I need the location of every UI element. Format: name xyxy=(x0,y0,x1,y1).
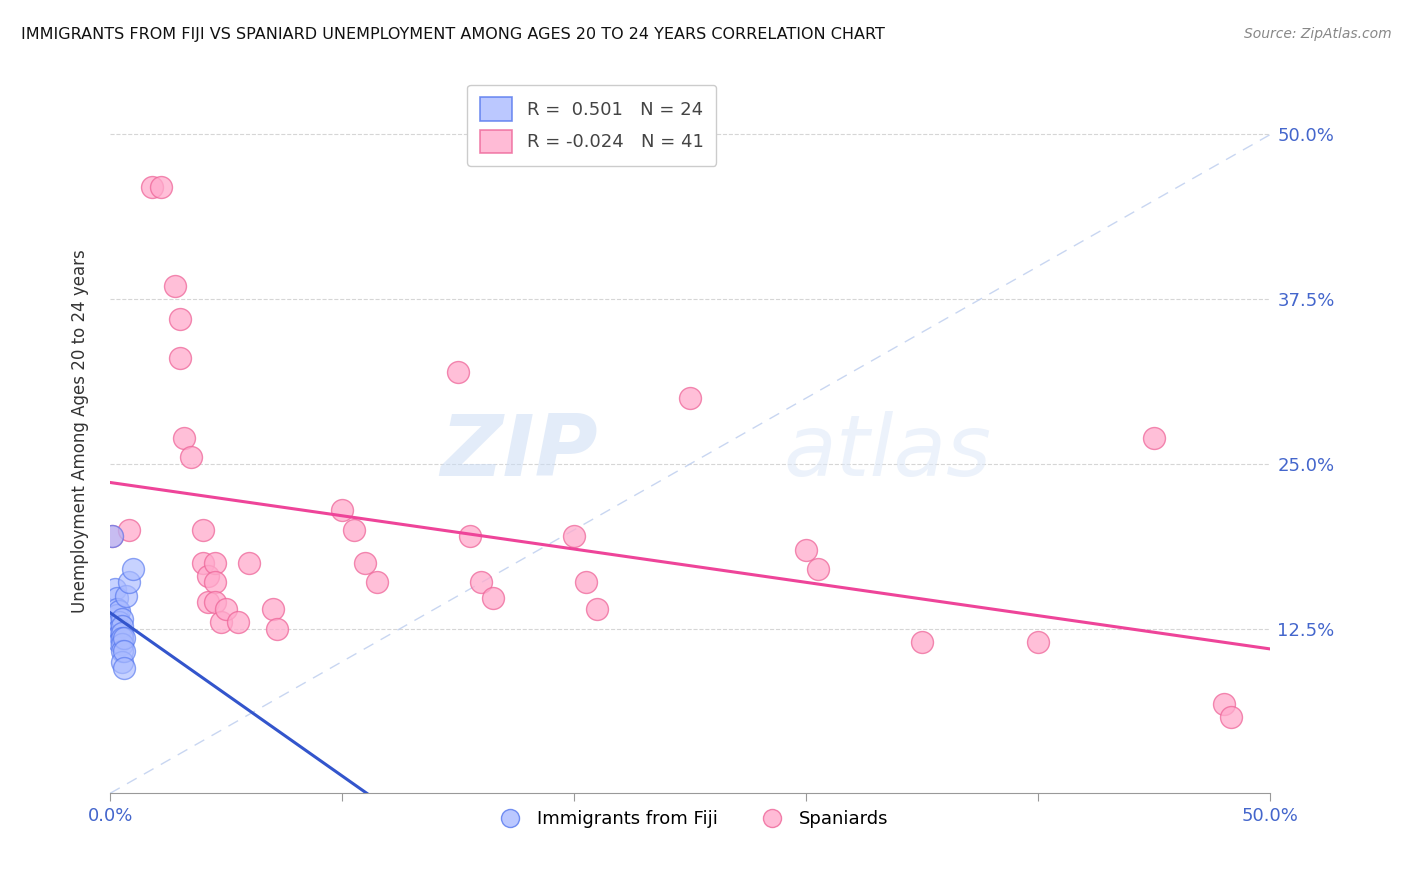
Point xyxy=(197,595,219,609)
Point xyxy=(111,644,134,658)
Point xyxy=(108,634,131,648)
Point xyxy=(586,602,609,616)
Point xyxy=(169,312,191,326)
Point xyxy=(211,615,233,629)
Point xyxy=(101,529,124,543)
Point xyxy=(112,631,135,645)
Point xyxy=(204,556,226,570)
Point xyxy=(197,569,219,583)
Point xyxy=(354,556,377,570)
Point xyxy=(165,279,187,293)
Point xyxy=(169,351,191,366)
Point xyxy=(330,503,353,517)
Point xyxy=(111,619,134,633)
Point xyxy=(150,180,173,194)
Point xyxy=(191,523,214,537)
Point xyxy=(173,430,195,444)
Point xyxy=(482,591,505,606)
Point xyxy=(262,602,284,616)
Point xyxy=(204,595,226,609)
Point xyxy=(470,575,492,590)
Point xyxy=(117,575,139,590)
Point xyxy=(226,615,249,629)
Point xyxy=(562,529,585,543)
Point xyxy=(105,608,128,623)
Point xyxy=(911,634,934,648)
Point xyxy=(1220,710,1243,724)
Point xyxy=(215,602,238,616)
Point xyxy=(447,365,470,379)
Point xyxy=(366,575,388,590)
Text: ZIP: ZIP xyxy=(440,411,598,494)
Y-axis label: Unemployment Among Ages 20 to 24 years: Unemployment Among Ages 20 to 24 years xyxy=(72,249,89,613)
Point xyxy=(111,637,134,651)
Point xyxy=(1143,430,1166,444)
Point xyxy=(1028,634,1050,648)
Point xyxy=(108,605,131,619)
Point xyxy=(105,591,128,606)
Legend: Immigrants from Fiji, Spaniards: Immigrants from Fiji, Spaniards xyxy=(485,803,896,835)
Point xyxy=(191,556,214,570)
Point xyxy=(575,575,598,590)
Point xyxy=(117,523,139,537)
Point xyxy=(180,450,202,465)
Point xyxy=(679,391,702,405)
Text: IMMIGRANTS FROM FIJI VS SPANIARD UNEMPLOYMENT AMONG AGES 20 TO 24 YEARS CORRELAT: IMMIGRANTS FROM FIJI VS SPANIARD UNEMPLO… xyxy=(21,27,884,42)
Point xyxy=(204,575,226,590)
Point xyxy=(101,529,124,543)
Point xyxy=(794,542,817,557)
Point xyxy=(111,612,134,626)
Point xyxy=(141,180,163,194)
Text: Source: ZipAtlas.com: Source: ZipAtlas.com xyxy=(1244,27,1392,41)
Point xyxy=(105,602,128,616)
Point xyxy=(266,622,288,636)
Point xyxy=(108,622,131,636)
Point xyxy=(111,631,134,645)
Point xyxy=(112,644,135,658)
Point xyxy=(112,661,135,675)
Point xyxy=(105,617,128,632)
Point xyxy=(111,655,134,669)
Point xyxy=(343,523,366,537)
Point xyxy=(108,615,131,629)
Point xyxy=(238,556,260,570)
Point xyxy=(458,529,481,543)
Point xyxy=(111,625,134,640)
Point xyxy=(1213,697,1236,711)
Point xyxy=(104,582,127,596)
Point xyxy=(122,562,145,576)
Point xyxy=(807,562,830,576)
Text: atlas: atlas xyxy=(783,411,991,494)
Point xyxy=(108,628,131,642)
Point xyxy=(115,589,138,603)
